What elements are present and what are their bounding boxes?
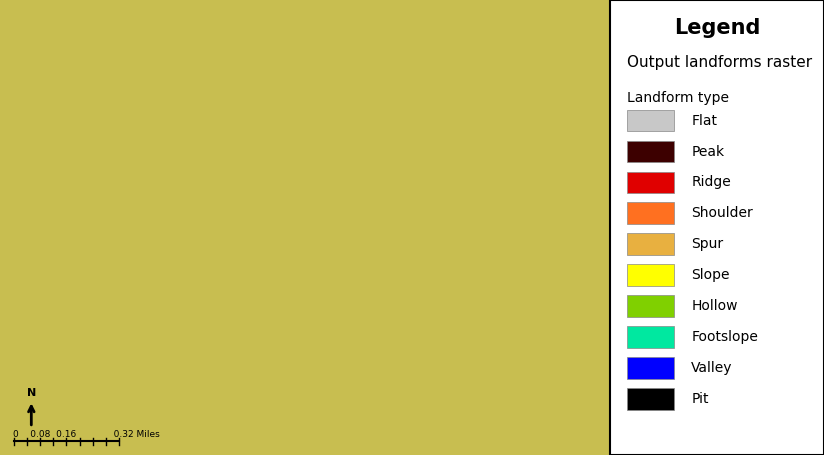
Text: Spur: Spur bbox=[691, 238, 723, 251]
Text: Flat: Flat bbox=[691, 114, 717, 127]
FancyBboxPatch shape bbox=[610, 0, 824, 455]
FancyBboxPatch shape bbox=[627, 233, 674, 255]
Text: Hollow: Hollow bbox=[691, 299, 737, 313]
FancyBboxPatch shape bbox=[627, 295, 674, 317]
Text: Valley: Valley bbox=[691, 361, 733, 375]
Text: Shoulder: Shoulder bbox=[691, 207, 753, 220]
Text: Ridge: Ridge bbox=[691, 176, 731, 189]
FancyBboxPatch shape bbox=[627, 264, 674, 286]
FancyBboxPatch shape bbox=[627, 110, 674, 131]
Text: Pit: Pit bbox=[691, 392, 709, 406]
Text: Landform type: Landform type bbox=[627, 91, 729, 105]
FancyBboxPatch shape bbox=[627, 202, 674, 224]
FancyBboxPatch shape bbox=[627, 326, 674, 348]
Text: 0    0.08  0.16             0.32 Miles: 0 0.08 0.16 0.32 Miles bbox=[12, 430, 159, 439]
Text: Slope: Slope bbox=[691, 268, 730, 282]
FancyBboxPatch shape bbox=[627, 388, 674, 410]
Text: Output landforms raster: Output landforms raster bbox=[627, 55, 812, 70]
FancyBboxPatch shape bbox=[627, 357, 674, 379]
FancyBboxPatch shape bbox=[627, 141, 674, 162]
Text: Legend: Legend bbox=[674, 18, 760, 38]
FancyBboxPatch shape bbox=[627, 172, 674, 193]
Text: N: N bbox=[26, 388, 36, 398]
Text: Footslope: Footslope bbox=[691, 330, 758, 344]
Text: Peak: Peak bbox=[691, 145, 724, 158]
